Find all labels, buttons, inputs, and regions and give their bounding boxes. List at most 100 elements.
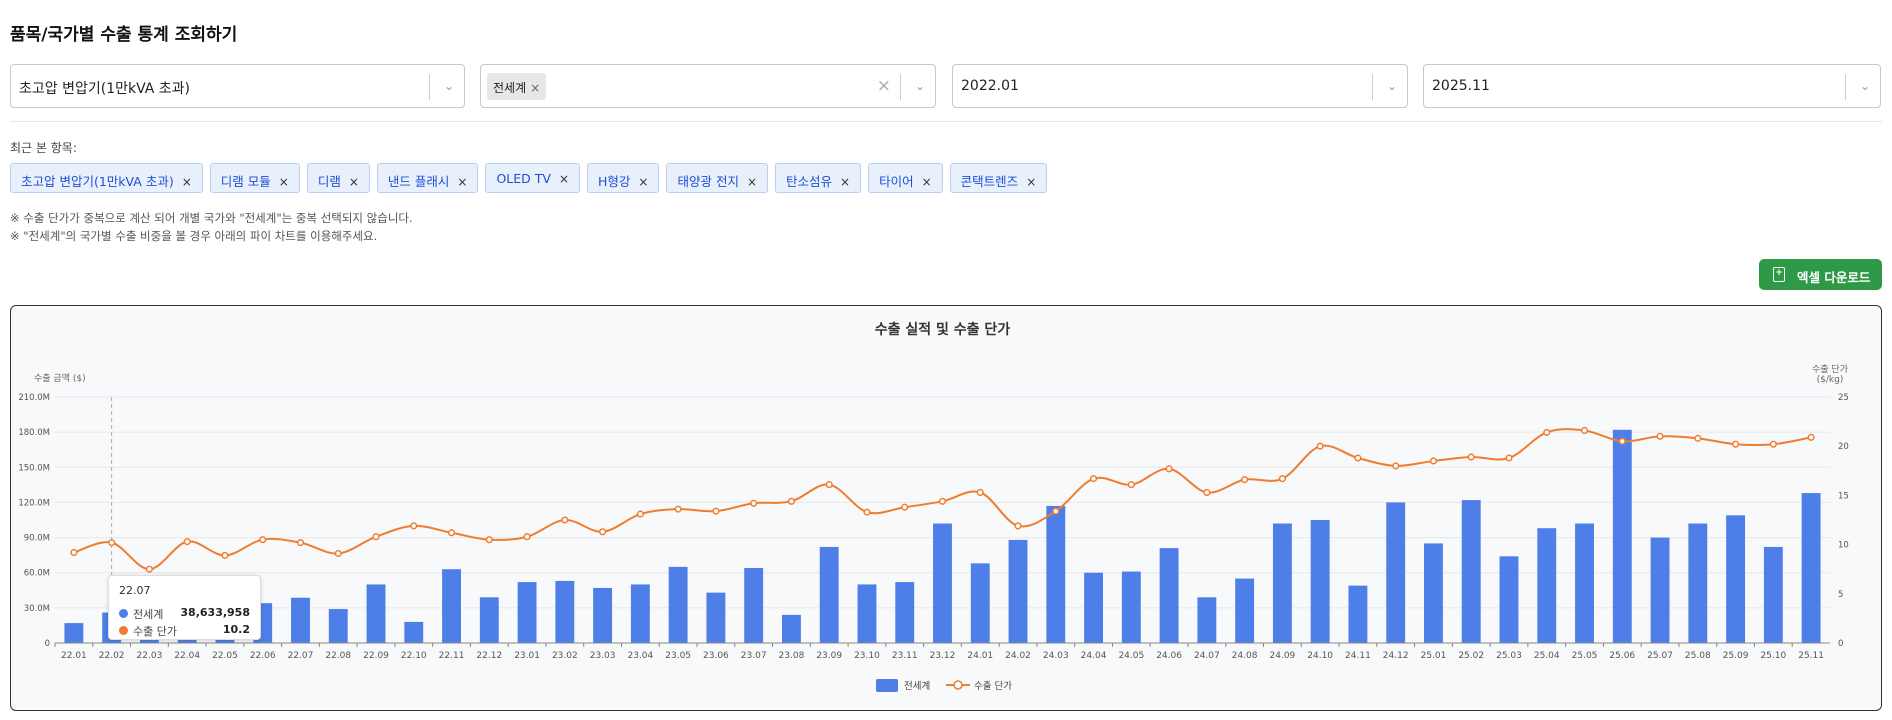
close-icon[interactable]: × <box>876 76 891 96</box>
close-icon[interactable]: × <box>530 81 541 95</box>
legend-label: 전세계 <box>904 680 930 692</box>
bar <box>1537 528 1557 643</box>
price-point <box>1090 475 1098 483</box>
recent-item[interactable]: 낸드 플래시 × <box>376 163 479 193</box>
bar <box>630 584 650 643</box>
bar <box>479 597 499 643</box>
chart-tooltip: 22.07 전세계 38,633,958 수출 단가 10.2 <box>108 575 261 640</box>
x-tick-label: 24.12 <box>1383 651 1409 661</box>
recent-item[interactable]: 디램 × <box>306 163 370 193</box>
excel-download-button[interactable]: + 엑셀 다운로드 <box>1759 259 1882 290</box>
close-icon[interactable]: × <box>638 175 649 189</box>
recent-item-label: 디램 모듈 <box>220 174 271 189</box>
bar <box>1121 571 1141 643</box>
recent-item-label: 디램 <box>317 174 341 189</box>
x-tick-label: 25.03 <box>1496 651 1522 661</box>
x-tick-label: 24.10 <box>1307 651 1333 661</box>
y-tick-label: 120.0M <box>18 498 50 508</box>
y2-axis-title: 수출 단가 <box>1812 364 1848 375</box>
close-icon[interactable]: × <box>278 175 289 189</box>
close-icon[interactable]: × <box>921 175 932 189</box>
x-tick-label: 25.09 <box>1723 651 1749 661</box>
x-tick-label: 22.08 <box>325 651 351 661</box>
country-chip-label: 전세계 <box>493 81 527 95</box>
price-point <box>410 522 418 530</box>
x-tick-label: 25.05 <box>1572 651 1598 661</box>
bar <box>933 523 952 643</box>
price-point <box>1354 454 1362 462</box>
recent-item[interactable]: 초고압 변압기(1만kVA 초과) × <box>10 163 203 193</box>
recent-item[interactable]: 디램 모듈 × <box>209 163 300 193</box>
y-tick-label: 210.0M <box>18 393 50 403</box>
chevron-down-icon[interactable]: ⌄ <box>1859 79 1870 93</box>
x-tick-label: 22.01 <box>61 651 87 661</box>
select-separator <box>429 74 430 100</box>
y-tick-label: 150.0M <box>18 463 50 473</box>
chevron-down-icon[interactable]: ⌄ <box>1386 79 1397 93</box>
x-tick-label: 23.08 <box>779 651 805 661</box>
recent-item-label: 콘택트렌즈 <box>960 174 1019 189</box>
price-point <box>1014 522 1022 530</box>
x-tick-label: 23.02 <box>552 651 578 661</box>
price-point <box>1580 426 1589 435</box>
price-point <box>485 536 493 544</box>
recent-item[interactable]: 태양광 전지 × <box>666 163 769 193</box>
price-point <box>1769 440 1777 448</box>
x-tick-label: 24.02 <box>1005 651 1031 661</box>
tooltip-series-value: 10.2 <box>222 623 250 636</box>
close-icon[interactable]: × <box>348 175 359 189</box>
price-point <box>372 533 380 541</box>
price-point <box>1316 442 1324 450</box>
price-point <box>108 539 116 547</box>
x-tick-label: 24.08 <box>1232 651 1258 661</box>
price-point <box>636 510 644 518</box>
country-select[interactable]: 전세계 × × ⌄ <box>480 64 936 108</box>
tooltip-series-name: 전세계 <box>133 608 164 621</box>
x-tick-label: 25.07 <box>1647 651 1673 661</box>
x-tick-label: 22.03 <box>137 651 163 661</box>
x-tick-label: 23.10 <box>854 651 880 661</box>
x-tick-label: 24.04 <box>1081 651 1107 661</box>
close-icon[interactable]: × <box>1026 175 1037 189</box>
chevron-down-icon[interactable]: ⌄ <box>443 79 454 93</box>
close-icon[interactable]: × <box>558 172 569 186</box>
product-select[interactable]: 초고압 변압기(1만kVA 초과) ⌄ <box>10 64 465 108</box>
bar <box>1272 523 1292 643</box>
bar <box>593 587 613 643</box>
price-point <box>1127 481 1135 489</box>
recent-item[interactable]: H형강 × <box>587 163 660 193</box>
x-tick-label: 23.07 <box>741 651 767 661</box>
bar <box>1386 502 1406 643</box>
price-point <box>1203 488 1211 496</box>
select-separator <box>900 74 901 100</box>
tooltip-series-name: 수출 단가 <box>133 625 177 638</box>
y-tick-label: 60.0M <box>24 569 50 579</box>
recent-item[interactable]: OLED TV × <box>485 163 580 193</box>
y-tick-label: 90.0M <box>24 534 50 544</box>
x-tick-label: 22.12 <box>476 651 502 661</box>
recent-item[interactable]: 타이어 × <box>868 163 943 193</box>
recent-item-label: 탄소섬유 <box>786 174 833 189</box>
recent-item[interactable]: 콘택트렌즈 × <box>949 163 1048 193</box>
series-dot-icon <box>119 626 128 635</box>
bar <box>1159 548 1179 643</box>
price-point <box>1543 428 1551 436</box>
x-tick-label: 25.04 <box>1534 651 1560 661</box>
close-icon[interactable]: × <box>840 175 851 189</box>
start-date-select[interactable]: 2022.01 ⌄ <box>952 64 1408 108</box>
x-tick-label: 23.03 <box>590 651 616 661</box>
chevron-down-icon[interactable]: ⌄ <box>914 79 925 93</box>
recent-item-label: 초고압 변압기(1만kVA 초과) <box>21 174 174 189</box>
close-icon[interactable]: × <box>746 175 758 189</box>
x-tick-label: 25.08 <box>1685 651 1711 661</box>
end-date-select[interactable]: 2025.11 ⌄ <box>1423 64 1881 108</box>
close-icon[interactable]: × <box>181 175 192 189</box>
price-point <box>1429 457 1438 465</box>
bar <box>1008 539 1028 643</box>
price-point <box>825 481 833 489</box>
recent-item[interactable]: 탄소섬유 × <box>775 163 862 193</box>
x-tick-label: 22.07 <box>288 651 314 661</box>
price-point <box>1392 462 1400 470</box>
y2-tick-label: 10 <box>1838 541 1849 551</box>
close-icon[interactable]: × <box>457 175 468 189</box>
